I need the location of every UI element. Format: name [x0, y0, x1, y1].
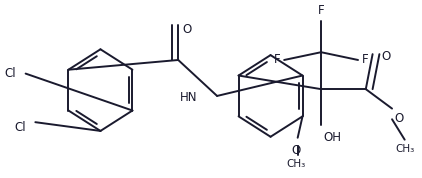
Text: OH: OH: [323, 131, 341, 144]
Text: O: O: [291, 144, 300, 157]
Text: Cl: Cl: [4, 67, 16, 80]
Text: Cl: Cl: [14, 121, 26, 134]
Text: O: O: [182, 23, 191, 36]
Text: F: F: [273, 53, 280, 66]
Text: F: F: [318, 4, 325, 17]
Text: HN: HN: [180, 91, 197, 104]
Text: O: O: [394, 112, 403, 125]
Text: CH₃: CH₃: [286, 159, 306, 169]
Text: CH₃: CH₃: [395, 144, 414, 154]
Text: F: F: [362, 53, 368, 66]
Text: O: O: [381, 50, 391, 63]
